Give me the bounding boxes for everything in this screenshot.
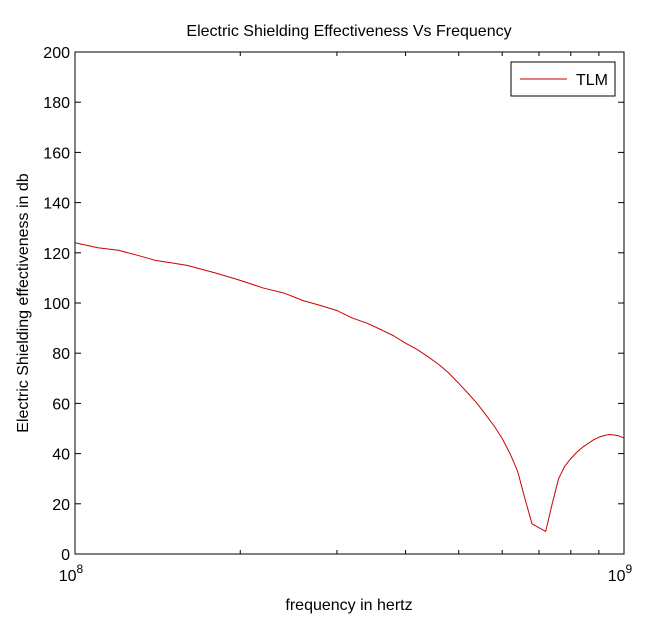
- y-tick-label: 180: [43, 95, 70, 112]
- legend: TLM: [510, 61, 616, 97]
- x-tick-label: 109: [608, 562, 633, 585]
- x-tick-base: 10: [59, 568, 77, 585]
- y-tick-label: 200: [43, 45, 70, 62]
- y-tick-label: 100: [43, 296, 70, 313]
- y-tick-label: 40: [52, 447, 70, 464]
- y-tick-label: 120: [43, 246, 70, 263]
- y-tick-label: 140: [43, 196, 70, 213]
- x-tick-exponent: 8: [77, 562, 84, 576]
- axis-ticks: [75, 51, 624, 555]
- x-tick-exponent: 9: [626, 562, 633, 576]
- y-tick-label: 0: [61, 547, 70, 564]
- x-tick-label: 108: [59, 562, 84, 585]
- chart-title: Electric Shielding Effectiveness Vs Freq…: [186, 23, 511, 40]
- y-tick-label: 80: [52, 346, 70, 363]
- x-axis-label: frequency in hertz: [285, 597, 412, 614]
- y-tick-label: 60: [52, 396, 70, 413]
- y-tick-label: 160: [43, 145, 70, 162]
- series-line-tlm: [74, 242, 625, 532]
- y-tick-label: 20: [52, 497, 70, 514]
- series-layer: [74, 242, 625, 532]
- x-tick-base: 10: [608, 568, 626, 585]
- plot-area: [74, 51, 625, 555]
- y-axis-label: Electric Shielding effectiveness in db: [15, 173, 32, 433]
- legend-label-tlm: TLM: [576, 72, 608, 89]
